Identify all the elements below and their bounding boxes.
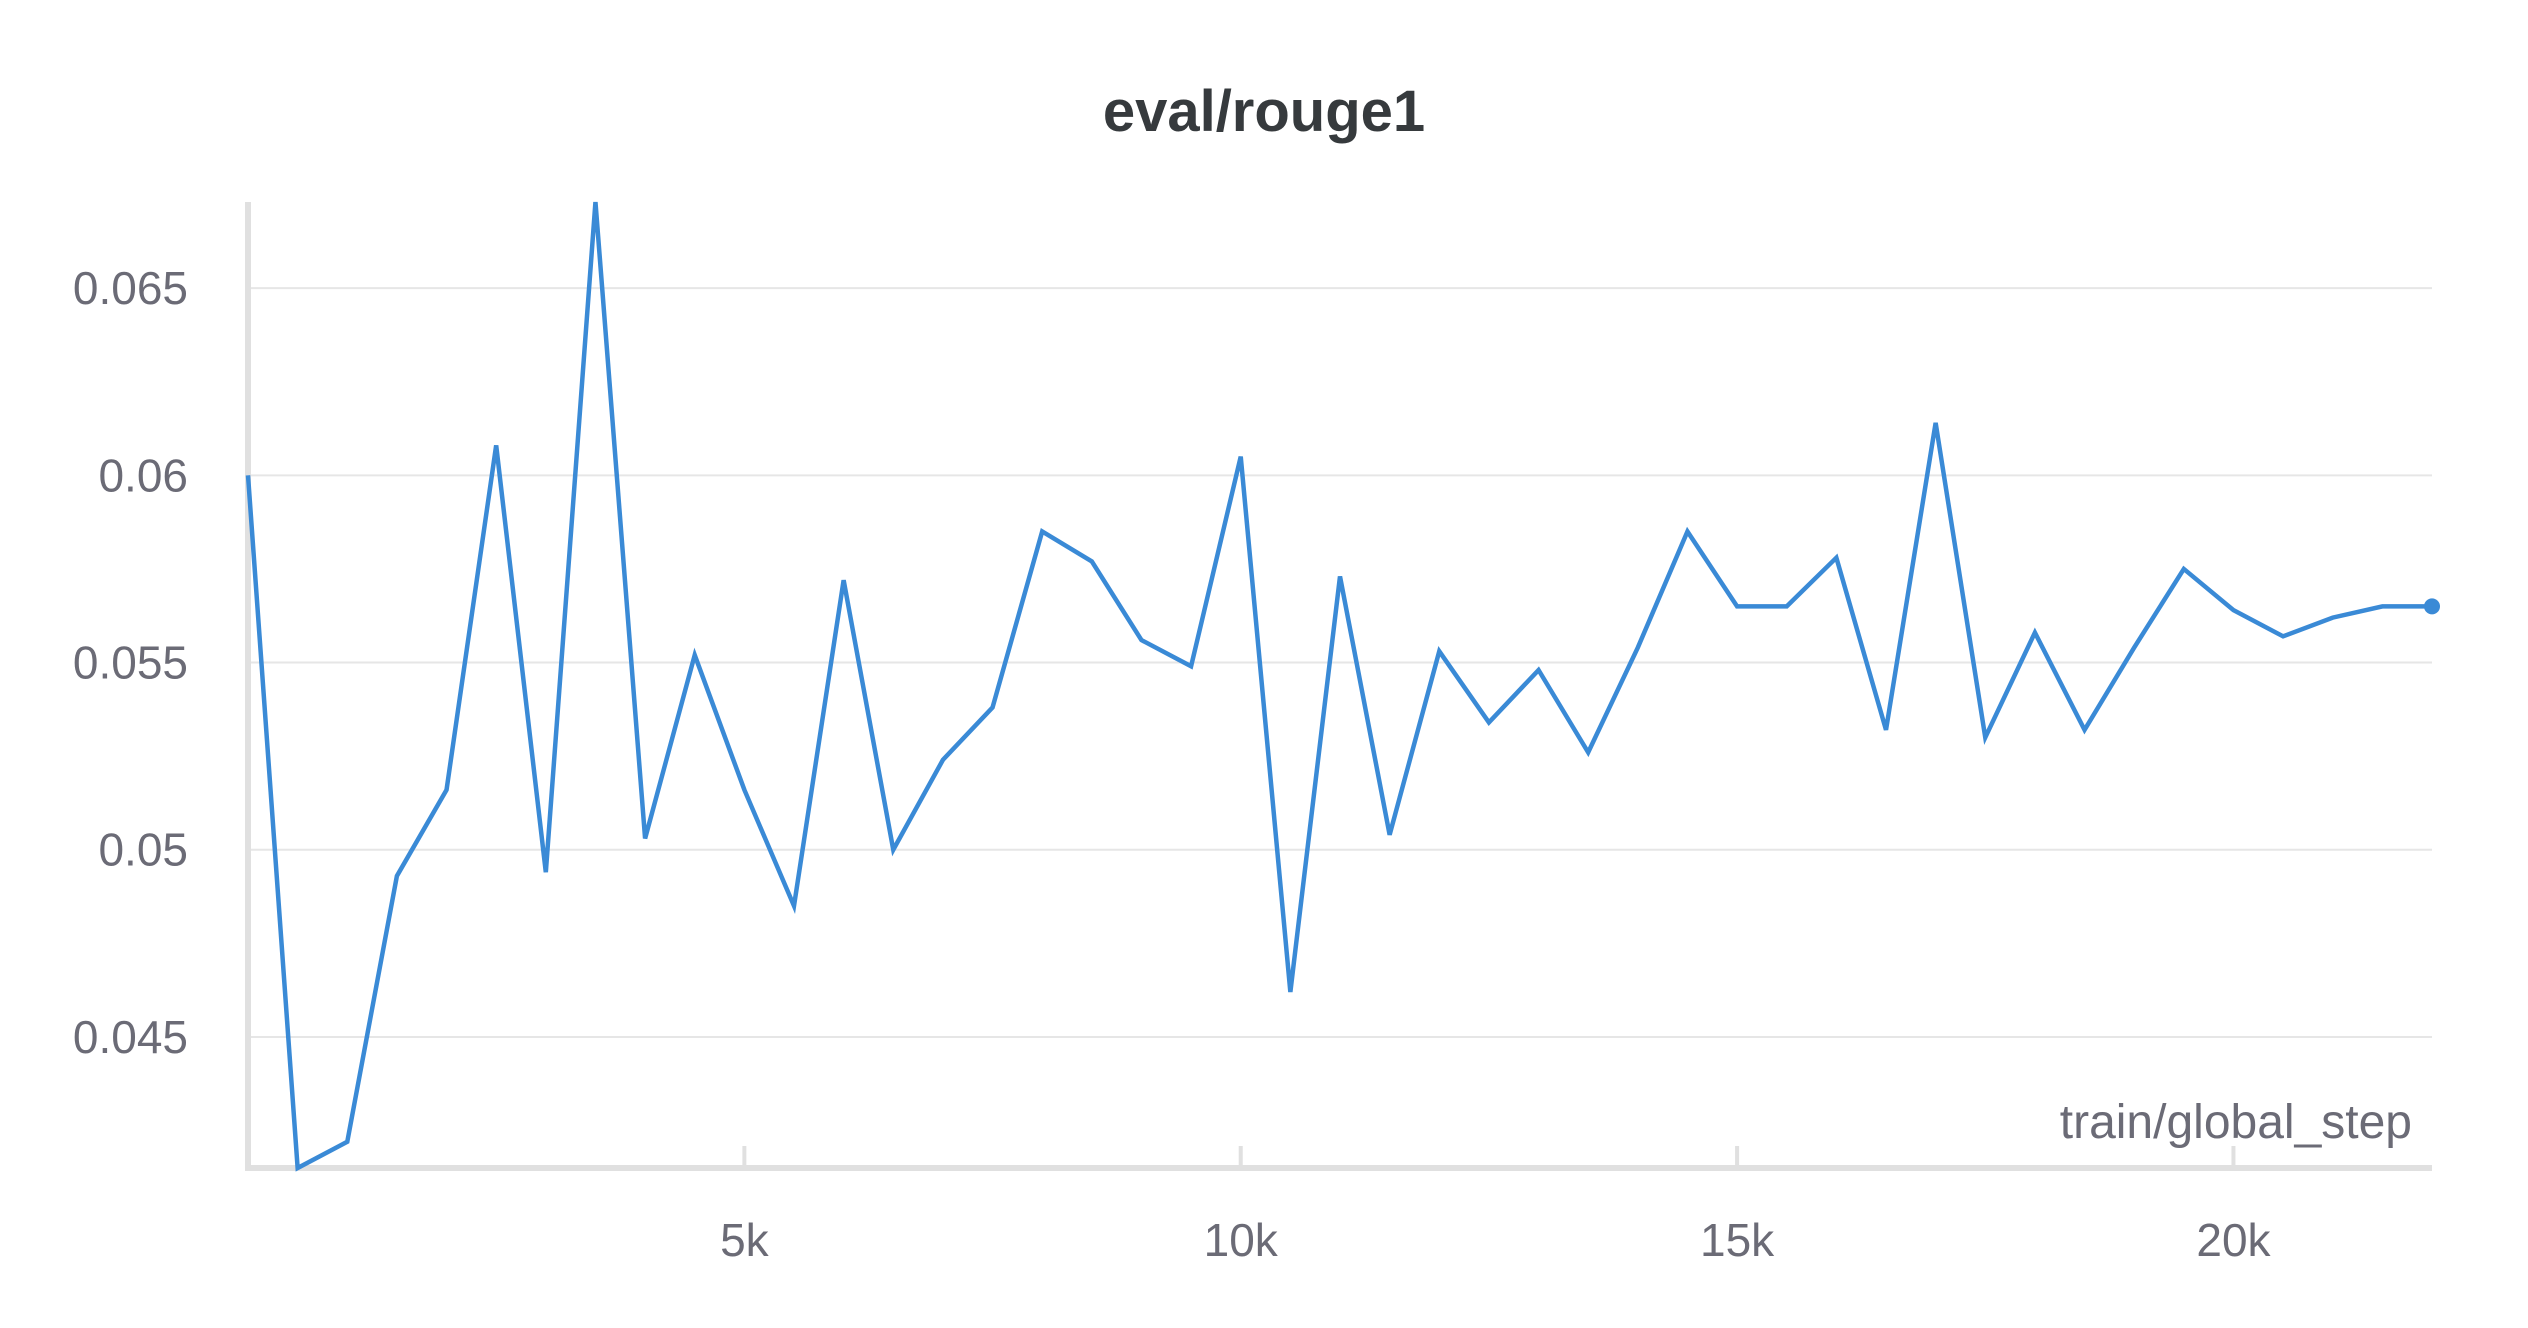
x-axis-label: train/global_step	[2060, 1096, 2412, 1149]
grid-layer	[248, 287, 2432, 1038]
y-tick-label-3: 0.06	[98, 449, 188, 501]
series-line-0	[245, 201, 2432, 1172]
y-tick-label-2: 0.055	[73, 637, 188, 689]
tick-layer: 0.045 0.05 0.055 0.06 0.065 5k 10k 15k 20k	[73, 262, 2272, 1266]
series-layer	[245, 201, 2440, 1172]
x-tick-label-1: 10k	[1204, 1214, 1279, 1266]
chart-title: eval/rouge1	[1102, 79, 1426, 144]
axis-layer	[245, 202, 2432, 1171]
x-tick-label-2: 15k	[1700, 1214, 1775, 1266]
x-tick-label-3: 20k	[2196, 1214, 2271, 1266]
y-tick-label-1: 0.05	[98, 824, 188, 876]
y-tick-label-0: 0.045	[73, 1011, 188, 1063]
last-point-marker	[2424, 598, 2440, 615]
y-tick-label-4: 0.065	[73, 262, 188, 314]
x-tick-label-0: 5k	[720, 1214, 770, 1266]
